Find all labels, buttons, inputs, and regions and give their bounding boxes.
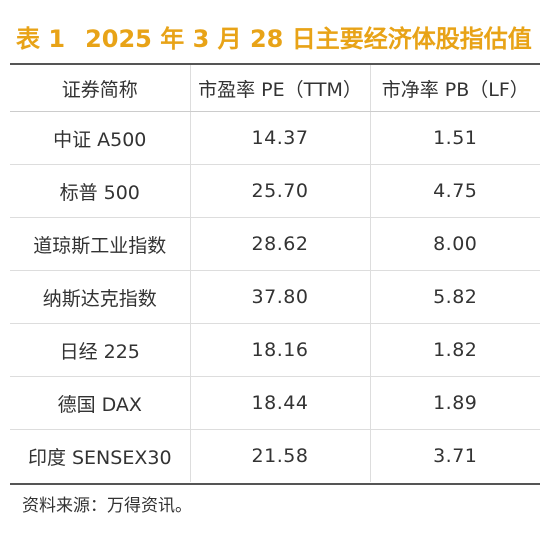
- table-row: 标普 500 25.70 4.75: [10, 164, 540, 218]
- table-row: 中证 A500 14.37 1.51: [10, 111, 540, 165]
- column-header-pe-ttm: 市盈率 PE（TTM）: [189, 65, 370, 112]
- table-row: 纳斯达克指数 37.80 5.82: [10, 270, 540, 324]
- security-name-cell: 印度 SENSEX30: [10, 429, 190, 482]
- column-header-pb-lf: 市净率 PB（LF）: [369, 65, 540, 112]
- source-note: 资料来源：万得资讯。: [22, 496, 192, 516]
- security-name-cell: 标普 500: [10, 164, 190, 218]
- pb-value-cell: 1.82: [369, 323, 540, 377]
- pb-value-cell: 1.51: [369, 111, 540, 165]
- table-row: 日经 225 18.16 1.82: [10, 323, 540, 377]
- security-name-cell: 纳斯达克指数: [10, 270, 190, 324]
- table-row: 道琼斯工业指数 28.62 8.00: [10, 217, 540, 271]
- pe-value-cell: 25.70: [189, 164, 370, 218]
- pb-value-cell: 5.82: [369, 270, 540, 324]
- pe-value-cell: 14.37: [189, 111, 370, 165]
- pb-value-cell: 3.71: [369, 429, 540, 482]
- pe-value-cell: 18.44: [189, 376, 370, 430]
- pb-value-cell: 1.89: [369, 376, 540, 430]
- pe-value-cell: 37.80: [189, 270, 370, 324]
- table-row: 德国 DAX 18.44 1.89: [10, 376, 540, 430]
- table-number-label: 表 1: [16, 25, 66, 53]
- table-title-text: 2025 年 3 月 28 日主要经济体股指估值: [85, 25, 532, 53]
- pb-value-cell: 4.75: [369, 164, 540, 218]
- table-bottom-rule: [10, 483, 540, 485]
- column-header-security-name: 证券简称: [10, 65, 190, 112]
- security-name-cell: 道琼斯工业指数: [10, 217, 190, 271]
- security-name-cell: 中证 A500: [53, 128, 147, 151]
- security-name-cell: 德国 DAX: [10, 376, 190, 430]
- table-row: 印度 SENSEX30 21.58 3.71: [10, 429, 540, 482]
- table-top-rule: [10, 63, 540, 65]
- valuation-table: 证券简称 市盈率 PE（TTM） 市净率 PB（LF） 中证 A500 14.3…: [10, 65, 540, 482]
- pe-value-cell: 18.16: [189, 323, 370, 377]
- security-name-cell: 日经 225: [10, 323, 190, 377]
- table-title: 表 1 2025 年 3 月 28 日主要经济体股指估值: [16, 22, 532, 56]
- table-header-row: 证券简称 市盈率 PE（TTM） 市净率 PB（LF）: [10, 65, 540, 112]
- pe-value-cell: 21.58: [189, 429, 370, 482]
- pb-value-cell: 8.00: [369, 217, 540, 271]
- pe-value-cell: 28.62: [189, 217, 370, 271]
